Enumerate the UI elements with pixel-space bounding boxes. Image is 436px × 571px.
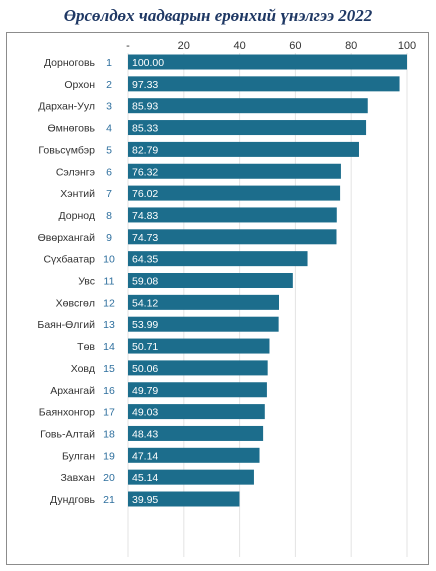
value-label: 64.35 — [132, 254, 158, 266]
rank-label: 6 — [106, 166, 112, 178]
value-label: 97.33 — [132, 79, 158, 91]
chart-title: Өрсөлдөх чадварын ерөнхий үнэлгээ 2022 — [63, 6, 373, 25]
value-label: 39.95 — [132, 494, 158, 506]
rank-label: 11 — [104, 276, 115, 288]
category-label: Өмнөговь — [47, 123, 95, 135]
value-label: 59.08 — [132, 276, 158, 288]
rank-label: 20 — [103, 472, 115, 484]
rank-label: 3 — [106, 101, 112, 113]
category-label: Булган — [62, 450, 95, 462]
rank-label: 2 — [106, 79, 112, 91]
rank-label: 5 — [106, 144, 112, 156]
bar — [128, 294, 279, 310]
bar — [128, 316, 279, 332]
bar — [128, 251, 308, 267]
bar — [128, 404, 265, 420]
value-label: 76.32 — [132, 166, 158, 178]
value-label: 45.14 — [132, 472, 158, 484]
category-label: Баян-Өлгий — [37, 319, 95, 331]
chart-frame: - 20 40 60 80 100 Дорноговь 1 100.00 Орхон 2 97.33 Д… — [6, 32, 429, 565]
value-label: 85.93 — [132, 101, 158, 113]
bar — [128, 382, 267, 398]
value-label: 47.14 — [132, 450, 158, 462]
bar — [128, 207, 337, 223]
bar — [128, 273, 293, 288]
rank-label: 17 — [103, 407, 115, 419]
x-tick-label: 40 — [233, 40, 245, 52]
bar — [128, 360, 268, 376]
value-label: 50.71 — [132, 341, 158, 353]
x-tick-label: 100 — [398, 40, 416, 52]
value-label: 54.12 — [132, 297, 158, 309]
bar — [128, 54, 407, 70]
category-label: Дорнод — [59, 210, 95, 222]
value-label: 76.02 — [132, 188, 158, 200]
bar — [128, 185, 341, 201]
bar — [128, 76, 400, 92]
category-label: Сэлэнгэ — [56, 166, 95, 178]
category-label: Дундговь — [50, 494, 96, 506]
category-label: Архангай — [50, 385, 95, 397]
x-tick-label: - — [126, 40, 130, 52]
category-label: Говьсүмбэр — [38, 144, 95, 156]
value-label: 100.00 — [132, 57, 164, 69]
bar-chart: - 20 40 60 80 100 Дорноговь 1 100.00 Орхон 2 97.33 Д… — [37, 40, 416, 557]
rank-label: 13 — [103, 319, 115, 331]
category-label: Өвөрхангай — [38, 232, 96, 244]
x-tick-label: 80 — [345, 40, 357, 52]
value-label: 49.79 — [132, 385, 158, 397]
bar — [128, 229, 337, 245]
rank-label: 12 — [103, 297, 115, 309]
rank-label: 7 — [106, 188, 112, 200]
bar — [128, 447, 260, 463]
x-tick-label: 60 — [289, 40, 301, 52]
rank-label: 15 — [103, 363, 115, 375]
value-label: 49.03 — [132, 407, 158, 419]
bar — [128, 163, 341, 179]
value-label: 82.79 — [132, 144, 158, 156]
bar — [128, 491, 240, 507]
x-tick-label: 20 — [178, 40, 190, 52]
value-label: 74.83 — [132, 210, 158, 222]
value-label: 48.43 — [132, 428, 158, 440]
value-label: 50.06 — [132, 363, 158, 375]
value-label: 53.99 — [132, 319, 158, 331]
rank-label: 4 — [106, 123, 112, 135]
rank-label: 19 — [103, 450, 115, 462]
category-label: Хөвсгөл — [56, 297, 95, 309]
category-label: Дархан-Уул — [38, 101, 95, 113]
value-label: 85.33 — [132, 123, 158, 135]
category-label: Орхон — [64, 79, 95, 91]
category-label: Баянхонгор — [39, 407, 95, 419]
rank-label: 8 — [106, 210, 112, 222]
category-label: Төв — [77, 341, 95, 353]
category-label: Увс — [78, 276, 95, 288]
bar — [128, 141, 359, 157]
category-label: Ховд — [71, 363, 95, 375]
rank-label: 9 — [106, 232, 112, 244]
rank-label: 10 — [103, 254, 115, 266]
category-label: Говь-Алтай — [40, 428, 95, 440]
category-label: Дорноговь — [44, 57, 96, 69]
value-label: 74.73 — [132, 232, 158, 244]
rank-label: 18 — [103, 428, 115, 440]
bar — [128, 98, 368, 114]
bar — [128, 338, 270, 354]
bar — [128, 120, 367, 136]
rank-label: 1 — [106, 57, 112, 69]
rank-label: 16 — [103, 385, 115, 397]
bar — [128, 469, 254, 485]
category-label: Сүхбаатар — [43, 254, 95, 266]
category-label: Завхан — [60, 472, 95, 484]
rank-label: 21 — [103, 494, 115, 506]
rank-label: 14 — [103, 341, 115, 353]
bar — [128, 425, 264, 441]
category-label: Хэнтий — [60, 188, 95, 200]
